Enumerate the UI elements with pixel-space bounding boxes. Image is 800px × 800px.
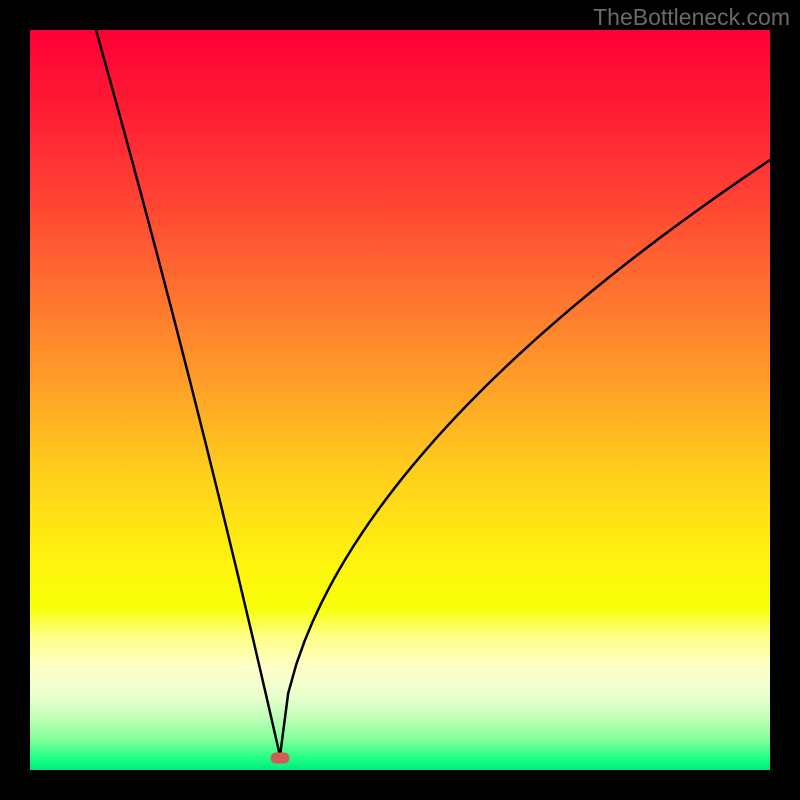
- watermark-text: TheBottleneck.com: [593, 4, 790, 31]
- plot-area: [30, 30, 770, 770]
- canvas-root: TheBottleneck.com: [0, 0, 800, 800]
- vertex-marker: [30, 30, 770, 770]
